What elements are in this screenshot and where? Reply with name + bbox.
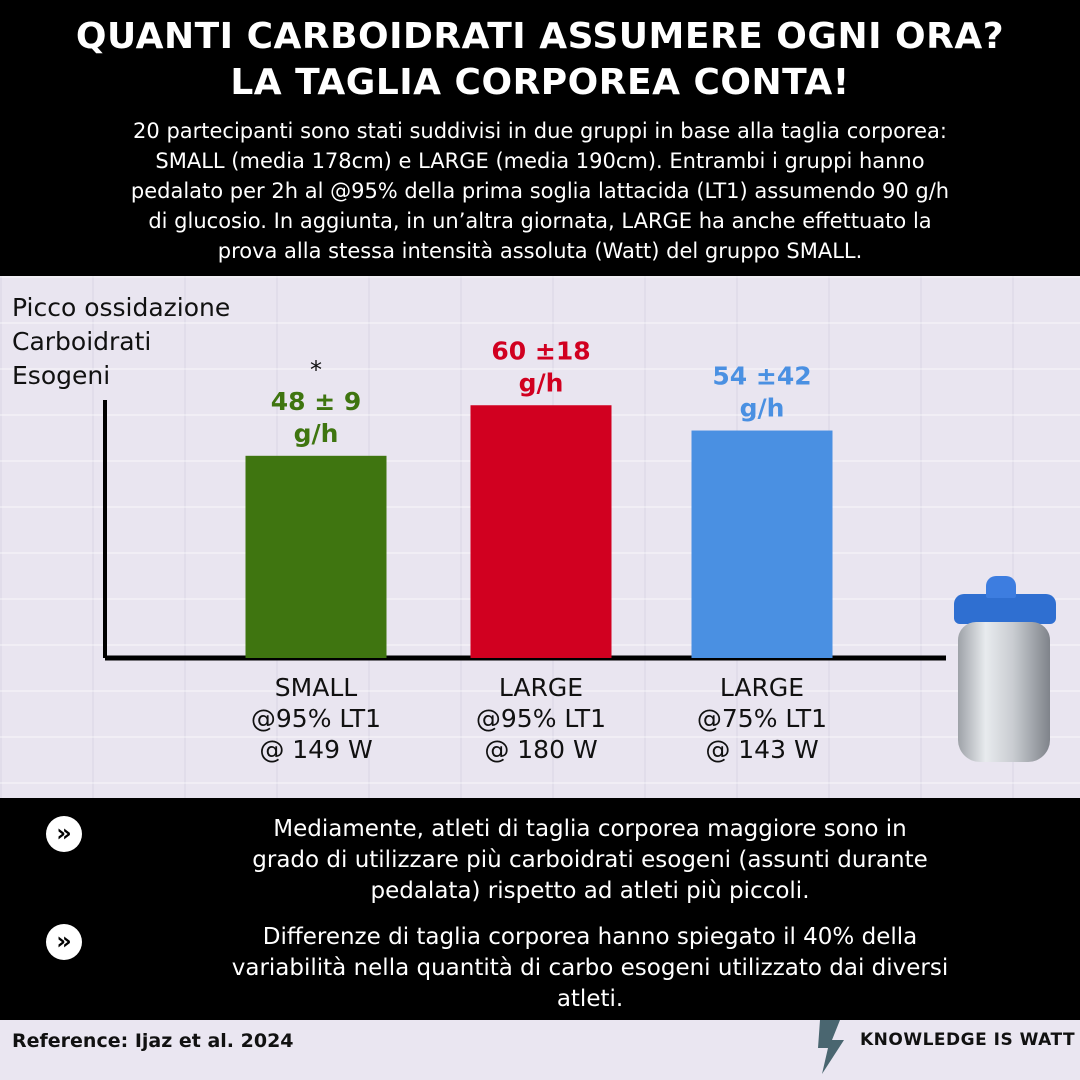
- intro-text: 20 partecipanti sono stati suddivisi in …: [20, 116, 1060, 266]
- finding-2: Differenze di taglia corporea hanno spie…: [110, 922, 1070, 1015]
- brand-name: KNOWLEDGE IS WATT: [860, 1030, 1076, 1050]
- key-findings: » Mediamente, atleti di taglia corporea …: [0, 798, 1080, 1020]
- y-axis-label-line: Carboidrati: [12, 327, 152, 356]
- reference: Reference: Ijaz et al. 2024: [12, 1030, 294, 1052]
- data-label-unit: g/h: [519, 368, 564, 397]
- intro-line: 20 partecipanti sono stati suddivisi in …: [133, 119, 947, 143]
- double-chevron-right-icon: »: [46, 816, 82, 852]
- bar: [691, 430, 833, 658]
- bottle-body: [958, 622, 1050, 762]
- page-title: QUANTI CARBOIDRATI ASSUMERE OGNI ORA? LA…: [0, 14, 1080, 106]
- bar: [245, 455, 387, 658]
- category-label: @ 180 W: [484, 735, 597, 764]
- data-label: 54 ±42: [712, 362, 811, 391]
- finding-1: Mediamente, atleti di taglia corporea ma…: [110, 814, 1070, 907]
- category-label: @ 149 W: [259, 735, 372, 764]
- category-label: @ 143 W: [705, 735, 818, 764]
- intro-line: SMALL (media 178cm) e LARGE (media 190cm…: [155, 149, 925, 173]
- finding-line: grado di utilizzare più carboidrati esog…: [252, 847, 928, 873]
- bottle-cap-top: [986, 576, 1016, 598]
- finding-line: atleti.: [556, 986, 624, 1012]
- lightning-bolt-icon: [818, 1020, 844, 1074]
- data-label: 60 ±18: [491, 336, 590, 365]
- intro-line: pedalato per 2h al @95% della prima sogl…: [130, 179, 950, 203]
- double-chevron-right-icon: »: [46, 924, 82, 960]
- title-line-2: LA TAGLIA CORPOREA CONTA!: [230, 62, 850, 103]
- data-label: 48 ± 9: [271, 387, 362, 416]
- intro-line: di glucosio. In aggiunta, in un’altra gi…: [148, 209, 932, 233]
- category-label: @75% LT1: [697, 704, 827, 733]
- significance-annotation: *: [310, 356, 322, 384]
- intro-line: prova alla stessa intensità assoluta (Wa…: [217, 239, 863, 263]
- finding-line: Mediamente, atleti di taglia corporea ma…: [273, 816, 907, 842]
- data-label-unit: g/h: [294, 419, 339, 448]
- water-bottle-icon: [948, 576, 1068, 768]
- title-line-1: QUANTI CARBOIDRATI ASSUMERE OGNI ORA?: [75, 16, 1005, 57]
- footer: [0, 1020, 1080, 1080]
- bar: [470, 405, 612, 658]
- category-label: LARGE: [499, 673, 583, 702]
- category-label: @95% LT1: [251, 704, 381, 733]
- y-axis-label-line: Esogeni: [12, 361, 111, 390]
- bottle-cap: [954, 594, 1056, 624]
- category-label: SMALL: [275, 673, 357, 702]
- finding-line: Differenze di taglia corporea hanno spie…: [262, 924, 918, 950]
- finding-line: pedalata) rispetto ad atleti più piccoli…: [370, 878, 810, 904]
- y-axis-label-line: Picco ossidazione: [12, 293, 231, 322]
- finding-line: variabilità nella quantità di carbo esog…: [231, 955, 949, 981]
- data-label-unit: g/h: [740, 394, 785, 423]
- category-label: @95% LT1: [476, 704, 606, 733]
- category-label: LARGE: [720, 673, 804, 702]
- header: QUANTI CARBOIDRATI ASSUMERE OGNI ORA? LA…: [0, 0, 1080, 276]
